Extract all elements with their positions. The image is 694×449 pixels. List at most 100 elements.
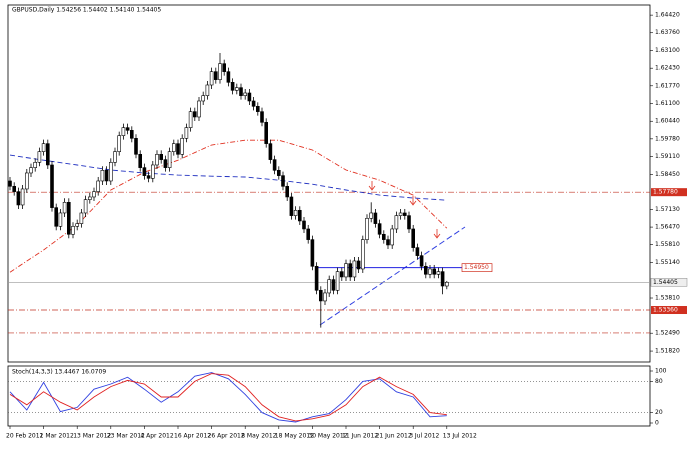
y-tick-label: 1.63760 <box>655 29 680 36</box>
candle-body <box>411 228 416 248</box>
y-tick-label: 1.55810 <box>655 241 680 248</box>
candle-body <box>239 87 243 96</box>
hline-label-box <box>461 263 493 272</box>
candle-body <box>264 122 269 144</box>
candle-body <box>318 289 323 302</box>
x-tick-label: 26 Apr 2012 <box>208 433 245 440</box>
candle-body <box>394 215 399 230</box>
candle-body <box>390 228 395 246</box>
moving-average <box>9 154 447 201</box>
candle-body <box>432 268 437 275</box>
candle-body <box>100 170 105 182</box>
candle-body <box>222 63 226 72</box>
candle-body <box>71 225 75 235</box>
x-tick-label: 8 May 2012 <box>241 433 276 440</box>
candle-body <box>41 143 46 152</box>
x-tick-label: 3 Jul 2012 <box>409 433 439 440</box>
candle-body <box>138 154 142 168</box>
x-tick-label: 23 Mar 2012 <box>107 433 145 440</box>
stoch-tick-label: 0 <box>655 420 659 427</box>
y-tick-label: 1.59780 <box>655 135 680 142</box>
price-panel <box>7 4 651 363</box>
candle-body <box>310 239 315 267</box>
arrow <box>433 229 441 239</box>
y-tick-label: 1.56470 <box>655 224 680 231</box>
candle-body <box>37 151 42 163</box>
arrows <box>368 181 441 239</box>
candle-body <box>276 170 281 176</box>
candle-body <box>272 159 277 171</box>
x-tick-label: 20 Feb 2012 <box>6 433 44 440</box>
candle-body <box>16 191 21 206</box>
candle-body <box>230 82 235 91</box>
x-tick-label: 1 Mar 2012 <box>40 433 74 440</box>
candle-body <box>159 154 163 160</box>
y-tick-label: 1.53810 <box>655 295 680 302</box>
candle-body <box>365 217 369 240</box>
trendline <box>319 226 466 326</box>
stoch-panel <box>7 365 651 427</box>
candle-body <box>381 233 386 240</box>
candle-body <box>348 263 353 278</box>
candle-body <box>163 159 168 168</box>
candle-body <box>335 271 340 291</box>
candle-body <box>88 196 92 200</box>
candle-body <box>314 265 319 291</box>
candle-body <box>83 199 88 214</box>
candle-body <box>243 92 247 96</box>
candle-body <box>436 271 441 275</box>
candle-body <box>398 212 403 216</box>
y-tick-label: 1.63100 <box>655 47 680 54</box>
candle-body <box>96 180 100 192</box>
y-tick-label: 1.64420 <box>655 12 680 19</box>
stoch-title: Stoch(14,3,3) 13.4467 16.0709 <box>12 369 106 376</box>
x-tick-label: 11 Jun 2012 <box>342 433 378 440</box>
stoch-tick-label: 80 <box>655 378 663 385</box>
candle-body <box>214 71 218 80</box>
candle-body <box>247 92 252 102</box>
candle-body <box>50 164 54 208</box>
candle-body <box>117 135 121 152</box>
candle-body <box>331 279 336 291</box>
candle-body <box>29 167 33 174</box>
stoch-line <box>9 373 447 422</box>
candle-body <box>344 263 348 278</box>
candle-body <box>415 247 420 256</box>
candle-body <box>20 188 25 206</box>
candle-body <box>285 185 290 198</box>
y-tick-label: 1.51820 <box>655 348 680 355</box>
candle-body <box>54 207 59 227</box>
candle-body <box>125 127 130 131</box>
candle-body <box>172 143 176 152</box>
candle-body <box>440 271 445 287</box>
x-tick-label: 13 Mar 2012 <box>73 433 111 440</box>
y-tick-label: 1.59110 <box>655 153 680 160</box>
candle-body <box>268 143 273 160</box>
candle-body <box>444 281 449 287</box>
candle-body <box>356 260 361 270</box>
candle-body <box>79 212 84 224</box>
candle-body <box>323 292 327 302</box>
candle-body <box>373 212 378 224</box>
x-tick-label: 18 May 2012 <box>275 433 314 440</box>
level-label-box <box>651 188 687 197</box>
level-label: 1.57780 <box>653 189 678 196</box>
candle-body <box>24 172 29 190</box>
candle-body <box>205 84 210 96</box>
y-tick-label: 1.62430 <box>655 65 680 72</box>
candle-body <box>180 138 184 155</box>
candle-body <box>289 196 294 216</box>
candle-body <box>8 180 12 187</box>
candle-body <box>352 260 357 278</box>
level-label-box <box>651 306 687 315</box>
candle-body <box>33 162 38 168</box>
last-price-label: 1.54405 <box>653 279 678 286</box>
candle-body <box>92 191 96 198</box>
candle-body <box>407 215 411 230</box>
y-tick-label: 1.61770 <box>655 82 680 89</box>
chart-title: GBPUSD,Daily 1.54256 1.54402 1.54140 1.5… <box>12 7 161 14</box>
candle-body <box>176 143 180 155</box>
y-tick-label: 1.58450 <box>655 171 680 178</box>
candle-body <box>327 279 332 294</box>
